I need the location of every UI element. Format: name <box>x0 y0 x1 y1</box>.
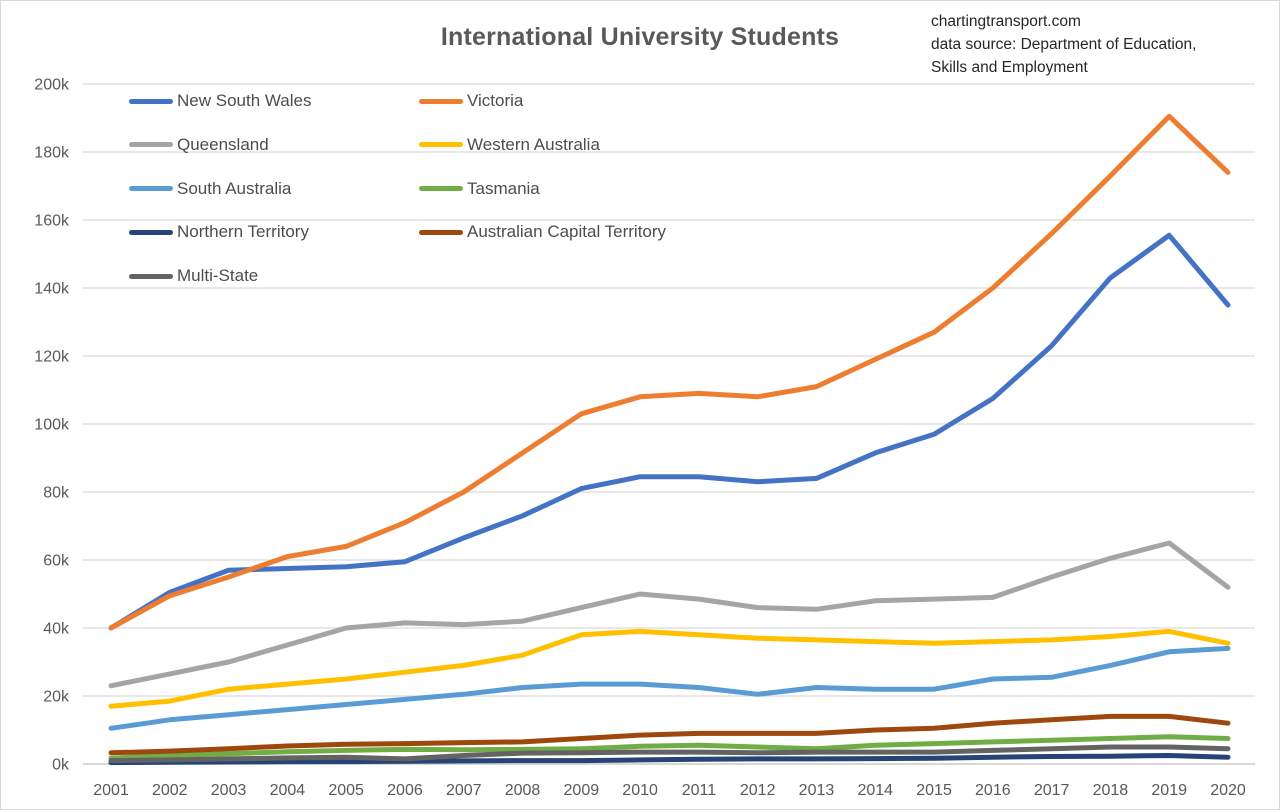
series-line-multi-state <box>108 744 1231 764</box>
series-line-western-australia <box>108 628 1231 709</box>
series-line-tasmania <box>108 734 1231 761</box>
x-tick-label: 2017 <box>1034 782 1070 799</box>
x-tick-label: 2009 <box>564 782 600 799</box>
x-tick-label: 2001 <box>93 782 129 799</box>
annotation-line-1: chartingtransport.com <box>931 13 1081 30</box>
x-tick-label: 2010 <box>622 782 658 799</box>
source-annotation: chartingtransport.com data source: Depar… <box>931 10 1196 79</box>
chart-title: International University Students <box>440 23 840 51</box>
series-line-australian-capital-territory <box>108 713 1231 756</box>
y-tick-label: 180k <box>34 145 70 162</box>
y-tick-label: 20k <box>43 689 70 706</box>
y-tick-label: 140k <box>34 281 70 298</box>
x-tick-label: 2019 <box>1151 782 1187 799</box>
x-tick-label: 2016 <box>975 782 1011 799</box>
y-tick-label: 160k <box>34 213 70 230</box>
series-line-victoria <box>108 113 1231 631</box>
series-line-northern-territory <box>108 753 1231 766</box>
series-line-new-south-wales <box>108 232 1231 631</box>
y-tick-label: 60k <box>43 553 70 570</box>
x-tick-label: 2020 <box>1210 782 1246 799</box>
series-line-south-australia <box>108 645 1231 731</box>
x-tick-label: 2007 <box>446 782 482 799</box>
y-tick-label: 120k <box>34 349 70 366</box>
y-tick-label: 0k <box>52 757 70 774</box>
x-tick-label: 2004 <box>270 782 306 799</box>
series-line-queensland <box>108 540 1231 689</box>
x-tick-label: 2018 <box>1093 782 1129 799</box>
y-tick-label: 200k <box>34 77 70 94</box>
y-tick-label: 100k <box>34 417 70 434</box>
annotation-line-2: data source: Department of Education, <box>931 36 1197 53</box>
x-tick-label: 2011 <box>682 782 717 799</box>
x-tick-label: 2003 <box>211 782 247 799</box>
annotation-line-3: Skills and Employment <box>931 59 1088 76</box>
x-tick-label: 2014 <box>857 782 893 799</box>
x-tick-label: 2008 <box>505 782 541 799</box>
x-tick-label: 2002 <box>152 782 188 799</box>
y-tick-label: 40k <box>43 621 70 638</box>
x-tick-label: 2005 <box>328 782 364 799</box>
x-tick-label: 2006 <box>387 782 423 799</box>
x-tick-label: 2015 <box>916 782 952 799</box>
x-tick-label: 2013 <box>799 782 835 799</box>
y-tick-label: 80k <box>43 485 70 502</box>
x-tick-label: 2012 <box>740 782 776 799</box>
